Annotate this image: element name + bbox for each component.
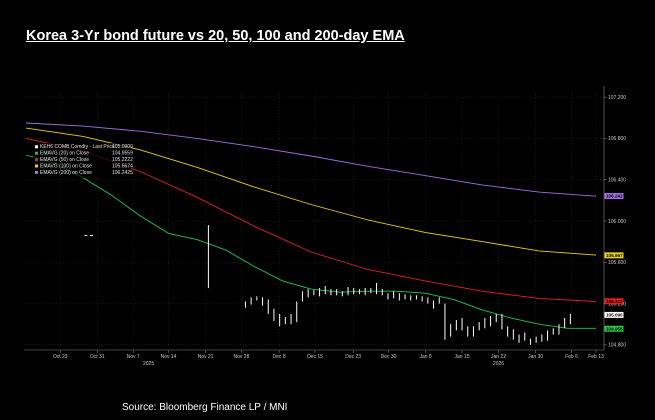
legend-swatch bbox=[35, 170, 38, 174]
x-tick-label: Nov 28 bbox=[234, 354, 250, 360]
legend-box bbox=[33, 143, 131, 178]
x-tick-label: Jan 15 bbox=[455, 354, 470, 360]
legend-value: 105.6674 bbox=[112, 163, 133, 169]
x-tick-label: Jan 22 bbox=[491, 354, 506, 360]
x-tick-label: Oct 31 bbox=[90, 354, 105, 360]
x-axis: Oct 23 Oct 31 Nov 7 Nov 14 Nov 21 Nov 28 Dec 8… bbox=[24, 349, 604, 367]
series-line-emavg-20 bbox=[25, 154, 596, 329]
legend-swatch bbox=[35, 145, 38, 149]
end-label-box bbox=[604, 325, 624, 332]
price-bars bbox=[84, 225, 571, 345]
y-tick-label: 105.600 bbox=[608, 260, 626, 266]
y-axis: 104.800 105.200 105.600 106.000 106.400 106.8… bbox=[603, 86, 626, 350]
x-tick-label: Dec 30 bbox=[381, 354, 397, 360]
y-tick-label: 106.800 bbox=[608, 136, 626, 142]
y-tick-label: 106.400 bbox=[608, 178, 626, 184]
y-tick-label: 107.200 bbox=[608, 95, 626, 101]
end-value-labels: 106.242 105.667 105.222 105.090 104.956 bbox=[604, 193, 624, 332]
y-tick-label: 106.000 bbox=[608, 219, 626, 225]
end-label-box bbox=[604, 193, 624, 200]
x-tick-label: Dec 23 bbox=[345, 354, 361, 360]
series-line-emavg-200 bbox=[25, 122, 597, 197]
y-tick-label: 104.800 bbox=[608, 343, 626, 349]
legend-label: EMAVG (100) on Close bbox=[40, 163, 92, 169]
legend-value: 106.2425 bbox=[112, 170, 133, 176]
x-tick-label: Jan 8 bbox=[419, 354, 431, 360]
end-label: 105.222 bbox=[606, 299, 623, 304]
end-label: 104.956 bbox=[606, 326, 623, 331]
legend-swatch bbox=[35, 164, 38, 168]
end-label-box bbox=[604, 298, 624, 305]
legend-swatch bbox=[35, 151, 38, 155]
end-label-box bbox=[604, 311, 624, 318]
legend-label: EMAVG (200) on Close bbox=[40, 170, 92, 176]
chart-title: Korea 3-Yr bond future vs 20, 50, 100 an… bbox=[26, 28, 405, 44]
x-tick-label: Nov 21 bbox=[198, 354, 214, 360]
x-tick-label: Dec 15 bbox=[307, 354, 323, 360]
end-label: 106.242 bbox=[606, 194, 623, 199]
legend-value: 104.9559 bbox=[112, 151, 133, 157]
legend-value: 105.2222 bbox=[112, 157, 133, 163]
x-tick-label: Jan 30 bbox=[528, 354, 543, 360]
legend-label: KEH6 COMB Comdty - Last Price bbox=[40, 144, 115, 150]
x-tick-label: Oct 23 bbox=[53, 354, 68, 360]
end-label-box bbox=[604, 252, 624, 259]
x-tick-label: Feb 13 bbox=[588, 354, 604, 360]
x-tick-label: Feb 6 bbox=[565, 354, 578, 360]
legend-value: 105.0900 bbox=[112, 144, 133, 150]
source-note: Source: Bloomberg Finance LP / MNI bbox=[122, 402, 288, 413]
gridlines bbox=[24, 92, 604, 350]
y-tick-label: 105.200 bbox=[608, 301, 626, 307]
end-label: 105.667 bbox=[606, 253, 623, 258]
legend-label: EMAVG (20) on Close bbox=[40, 151, 89, 157]
x-tick-label: Nov 7 bbox=[127, 354, 140, 360]
x-year-label: 2026 bbox=[493, 361, 504, 367]
x-tick-label: Nov 14 bbox=[161, 354, 177, 360]
legend-label: EMAVG (50) on Close bbox=[40, 157, 89, 163]
x-year-label: 2025 bbox=[143, 361, 154, 367]
end-label: 105.090 bbox=[606, 313, 623, 318]
x-tick-label: Dec 8 bbox=[273, 354, 286, 360]
legend-swatch bbox=[35, 158, 38, 162]
